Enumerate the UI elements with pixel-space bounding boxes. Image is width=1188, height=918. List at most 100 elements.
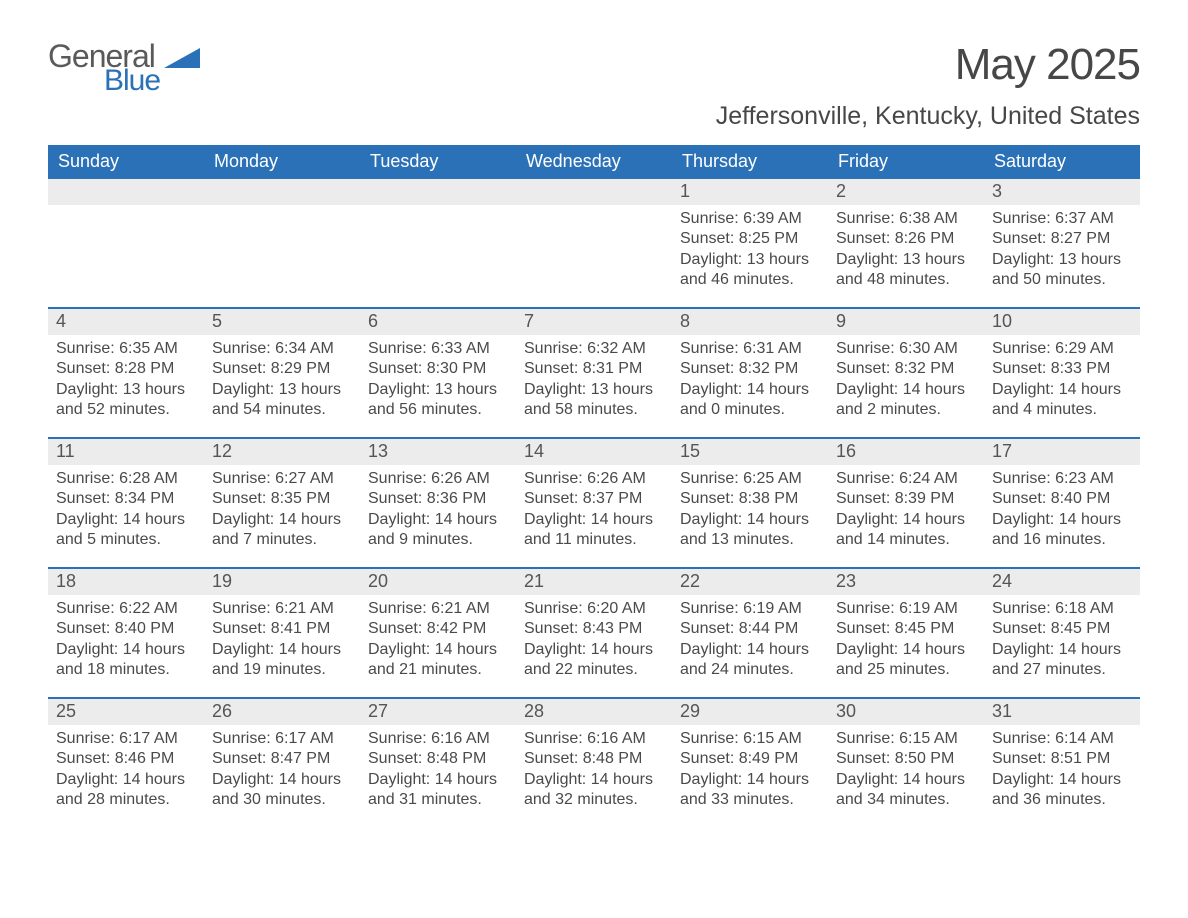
- sunset-line: Sunset: 8:44 PM: [680, 619, 820, 639]
- day-number: 13: [360, 439, 516, 465]
- sunrise-line-value: 6:18 AM: [1055, 600, 1114, 617]
- daylight-line: Daylight: 13 hours and 50 minutes.: [992, 250, 1132, 291]
- sunrise-line-value: 6:16 AM: [587, 730, 646, 747]
- sunset-line-value: 8:25 PM: [739, 230, 799, 247]
- sunset-line-label: Sunset:: [992, 490, 1051, 507]
- daylight-line-label: Daylight:: [992, 511, 1059, 528]
- sunset-line-value: 8:40 PM: [1051, 490, 1111, 507]
- day-number: 24: [984, 569, 1140, 595]
- daylight-line-label: Daylight:: [680, 641, 747, 658]
- daylight-line-label: Daylight:: [680, 381, 747, 398]
- sunset-line-value: 8:30 PM: [427, 360, 487, 377]
- daylight-line: Daylight: 14 hours and 19 minutes.: [212, 640, 352, 681]
- sunset-line-value: 8:48 PM: [427, 750, 487, 767]
- sunset-line-label: Sunset:: [680, 360, 739, 377]
- sunrise-line-value: 6:20 AM: [587, 600, 646, 617]
- sunrise-line-label: Sunrise:: [836, 340, 899, 357]
- sunset-line-value: 8:49 PM: [739, 750, 799, 767]
- page-title: May 2025: [955, 40, 1140, 90]
- sunset-line-value: 8:45 PM: [895, 620, 955, 637]
- day-number: 5: [204, 309, 360, 335]
- day-cell: 1Sunrise: 6:39 AMSunset: 8:25 PMDaylight…: [672, 179, 828, 307]
- sunset-line: Sunset: 8:42 PM: [368, 619, 508, 639]
- day-cell: [48, 179, 204, 307]
- daylight-line-label: Daylight:: [992, 771, 1059, 788]
- sunrise-line-value: 6:39 AM: [743, 210, 802, 227]
- daylight-line-label: Daylight:: [524, 641, 591, 658]
- day-number: 15: [672, 439, 828, 465]
- logo: General Blue: [48, 40, 206, 96]
- day-cell: 12Sunrise: 6:27 AMSunset: 8:35 PMDayligh…: [204, 439, 360, 567]
- weekday-header: Tuesday: [360, 145, 516, 179]
- sunset-line-label: Sunset:: [680, 750, 739, 767]
- day-cell: 28Sunrise: 6:16 AMSunset: 8:48 PMDayligh…: [516, 699, 672, 827]
- sunset-line-label: Sunset:: [524, 490, 583, 507]
- sunrise-line-value: 6:17 AM: [119, 730, 178, 747]
- day-number: 25: [48, 699, 204, 725]
- daylight-line-label: Daylight:: [680, 771, 747, 788]
- day-cell: 9Sunrise: 6:30 AMSunset: 8:32 PMDaylight…: [828, 309, 984, 437]
- location-line: Jeffersonville, Kentucky, United States: [48, 102, 1140, 131]
- daylight-line: Daylight: 14 hours and 28 minutes.: [56, 770, 196, 811]
- daylight-line-label: Daylight:: [524, 381, 591, 398]
- day-cell: 22Sunrise: 6:19 AMSunset: 8:44 PMDayligh…: [672, 569, 828, 697]
- day-number: 19: [204, 569, 360, 595]
- sunrise-line-label: Sunrise:: [680, 470, 743, 487]
- sunset-line-label: Sunset:: [212, 620, 271, 637]
- day-number: 7: [516, 309, 672, 335]
- weekday-header-row: SundayMondayTuesdayWednesdayThursdayFrid…: [48, 145, 1140, 179]
- daylight-line-label: Daylight:: [56, 771, 123, 788]
- day-cell: 31Sunrise: 6:14 AMSunset: 8:51 PMDayligh…: [984, 699, 1140, 827]
- sunrise-line-value: 6:23 AM: [1055, 470, 1114, 487]
- daylight-line: Daylight: 14 hours and 4 minutes.: [992, 380, 1132, 421]
- day-cell: 10Sunrise: 6:29 AMSunset: 8:33 PMDayligh…: [984, 309, 1140, 437]
- day-body: Sunrise: 6:17 AMSunset: 8:47 PMDaylight:…: [204, 725, 360, 817]
- sunrise-line-value: 6:19 AM: [899, 600, 958, 617]
- daylight-line-label: Daylight:: [992, 251, 1059, 268]
- sunrise-line: Sunrise: 6:23 AM: [992, 469, 1132, 489]
- daylight-line-label: Daylight:: [524, 771, 591, 788]
- sunset-line: Sunset: 8:34 PM: [56, 489, 196, 509]
- day-number: 27: [360, 699, 516, 725]
- day-number: 6: [360, 309, 516, 335]
- day-body: Sunrise: 6:21 AMSunset: 8:42 PMDaylight:…: [360, 595, 516, 687]
- sunrise-line-value: 6:37 AM: [1055, 210, 1114, 227]
- sunset-line-value: 8:46 PM: [115, 750, 175, 767]
- day-cell: 18Sunrise: 6:22 AMSunset: 8:40 PMDayligh…: [48, 569, 204, 697]
- daylight-line: Daylight: 14 hours and 9 minutes.: [368, 510, 508, 551]
- sunset-line-value: 8:48 PM: [583, 750, 643, 767]
- day-cell: 14Sunrise: 6:26 AMSunset: 8:37 PMDayligh…: [516, 439, 672, 567]
- day-body: Sunrise: 6:29 AMSunset: 8:33 PMDaylight:…: [984, 335, 1140, 427]
- sunset-line: Sunset: 8:45 PM: [836, 619, 976, 639]
- logo-word-blue: Blue: [104, 66, 160, 96]
- sunrise-line-value: 6:34 AM: [275, 340, 334, 357]
- daylight-line: Daylight: 14 hours and 25 minutes.: [836, 640, 976, 681]
- sunset-line-value: 8:37 PM: [583, 490, 643, 507]
- day-number: 14: [516, 439, 672, 465]
- sunset-line-value: 8:41 PM: [271, 620, 331, 637]
- empty-daynum-bar: [360, 179, 516, 205]
- day-body: Sunrise: 6:19 AMSunset: 8:45 PMDaylight:…: [828, 595, 984, 687]
- sunset-line-label: Sunset:: [836, 230, 895, 247]
- day-body: Sunrise: 6:38 AMSunset: 8:26 PMDaylight:…: [828, 205, 984, 297]
- daylight-line-label: Daylight:: [212, 771, 279, 788]
- sunrise-line-label: Sunrise:: [992, 600, 1055, 617]
- sunset-line-label: Sunset:: [368, 490, 427, 507]
- weekday-header: Sunday: [48, 145, 204, 179]
- day-number: 12: [204, 439, 360, 465]
- sunrise-line: Sunrise: 6:29 AM: [992, 339, 1132, 359]
- sunset-line-label: Sunset:: [56, 620, 115, 637]
- day-number: 1: [672, 179, 828, 205]
- sunrise-line: Sunrise: 6:15 AM: [680, 729, 820, 749]
- sunset-line: Sunset: 8:32 PM: [680, 359, 820, 379]
- weekday-header: Saturday: [984, 145, 1140, 179]
- day-number: 8: [672, 309, 828, 335]
- daylight-line-label: Daylight:: [836, 511, 903, 528]
- sunrise-line-label: Sunrise:: [836, 730, 899, 747]
- day-number: 30: [828, 699, 984, 725]
- sunset-line-label: Sunset:: [368, 620, 427, 637]
- day-cell: 19Sunrise: 6:21 AMSunset: 8:41 PMDayligh…: [204, 569, 360, 697]
- day-body: Sunrise: 6:21 AMSunset: 8:41 PMDaylight:…: [204, 595, 360, 687]
- daylight-line-label: Daylight:: [836, 251, 903, 268]
- sunset-line-value: 8:28 PM: [115, 360, 175, 377]
